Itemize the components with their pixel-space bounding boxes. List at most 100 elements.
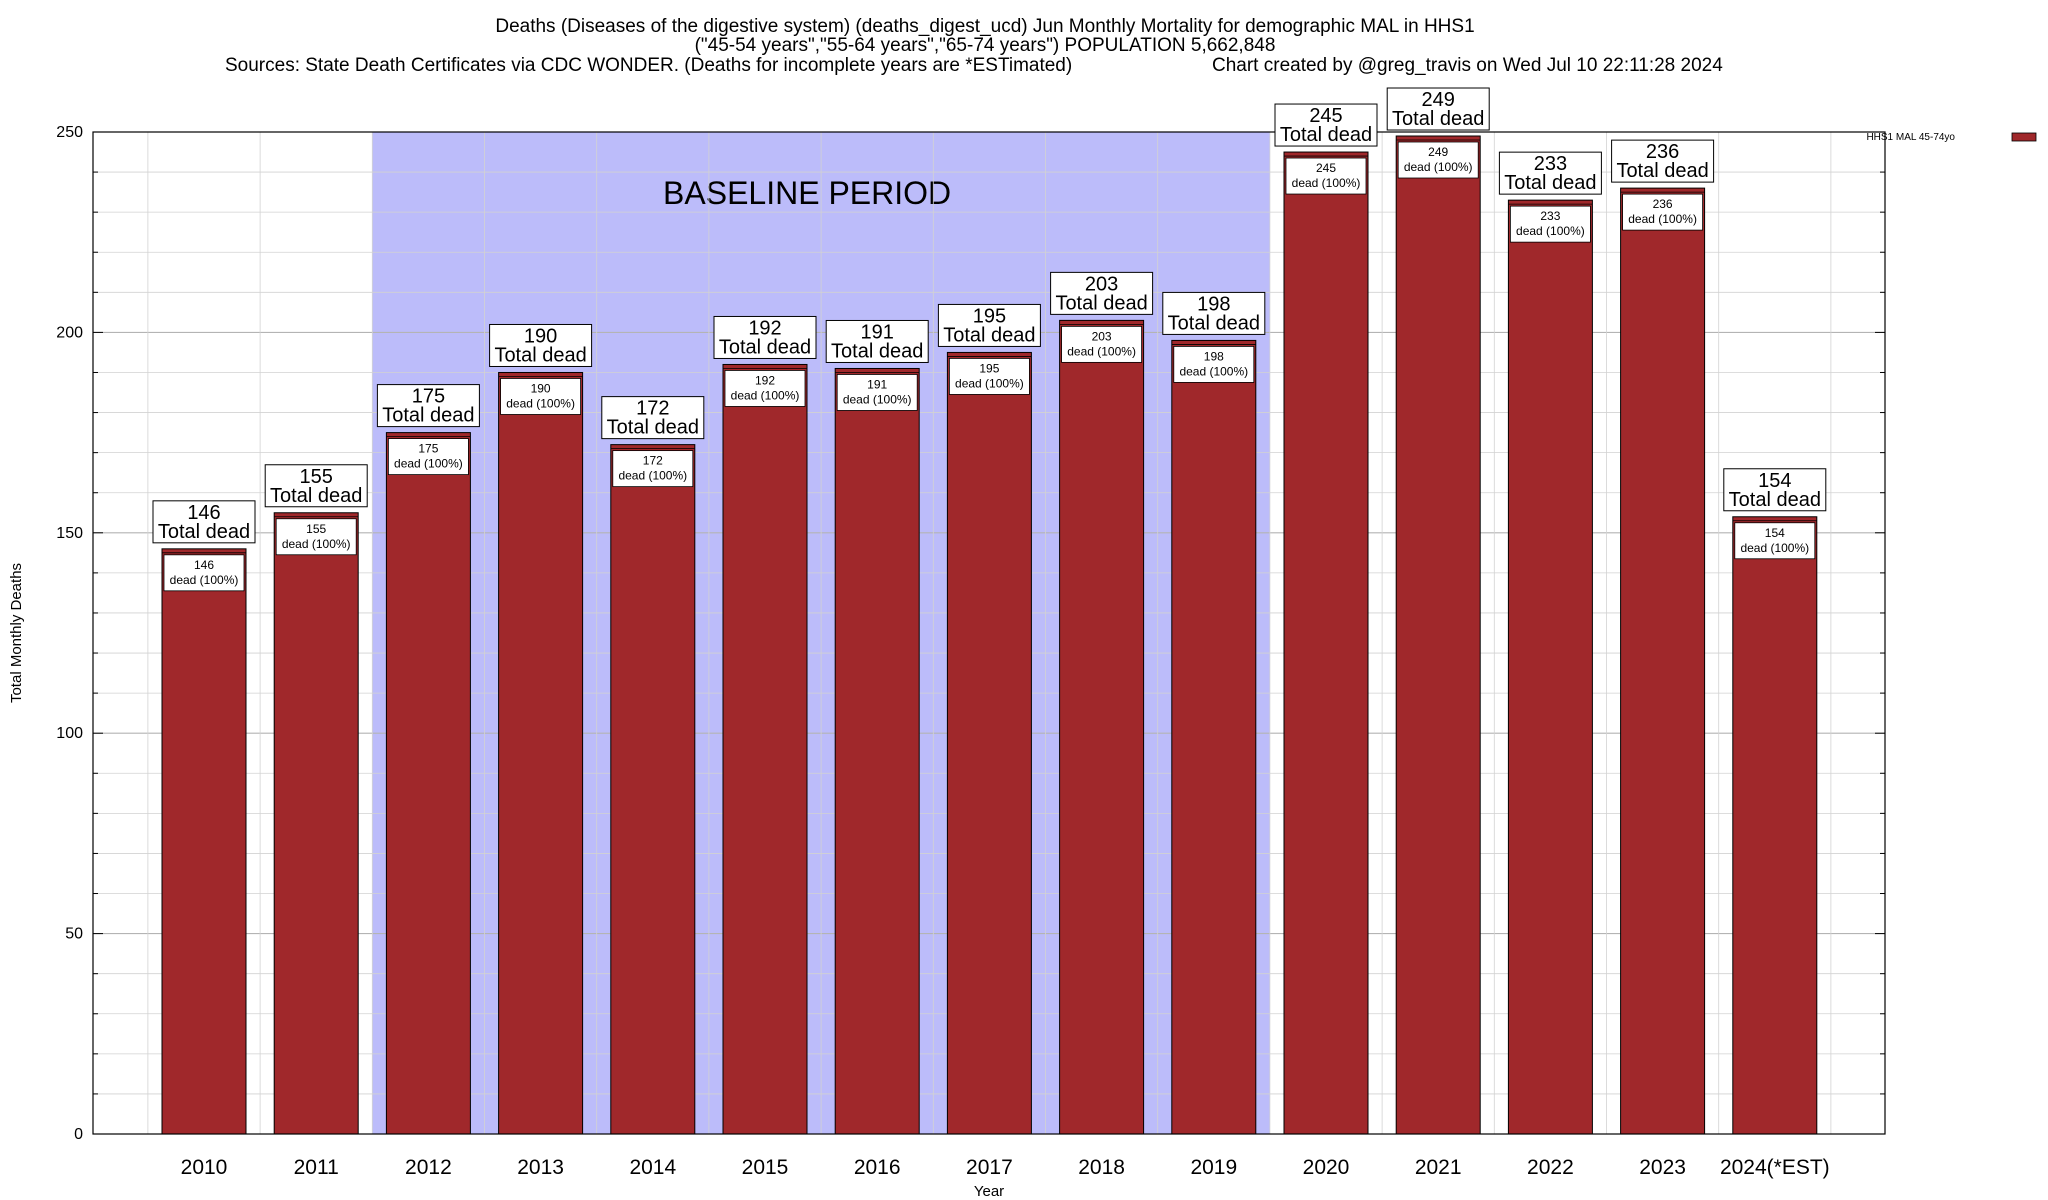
bar-inner-value: 191 xyxy=(867,377,887,391)
bar-top-value: 172 xyxy=(636,398,669,420)
bar-inner-percent: dead (100%) xyxy=(618,469,687,483)
x-tick-label: 2014 xyxy=(629,1156,676,1179)
bar-inner-label-box xyxy=(500,378,582,415)
bar xyxy=(1283,151,1369,1135)
bar-top-label-box xyxy=(376,384,480,428)
bar-top-total-dead: Total dead xyxy=(943,324,1035,346)
bar-top-total-dead: Total dead xyxy=(270,485,362,507)
bar xyxy=(1395,135,1481,1135)
bar-inner-percent: dead (100%) xyxy=(1404,160,1473,174)
x-tick-label: 2020 xyxy=(1303,1156,1350,1179)
bar-top-total-dead: Total dead xyxy=(1055,292,1147,314)
bar-top-value: 190 xyxy=(524,325,557,347)
bar-top-total-dead: Total dead xyxy=(719,336,811,358)
bar-top-total-dead: Total dead xyxy=(382,405,474,427)
bar-top-label-box xyxy=(152,500,256,544)
bar xyxy=(385,432,471,1135)
bar-inner-percent: dead (100%) xyxy=(1179,364,1248,378)
bar-top-label-box xyxy=(1050,271,1154,315)
chart-title: Deaths (Diseases of the digestive system… xyxy=(225,16,1723,76)
x-tick-label: 2018 xyxy=(1078,1156,1125,1179)
bar-top-total-dead: Total dead xyxy=(607,417,699,439)
bar-inner-percent: dead (100%) xyxy=(1292,176,1361,190)
bar-inner-percent: dead (100%) xyxy=(1067,344,1136,358)
bar-top-total-dead: Total dead xyxy=(1168,312,1260,334)
bar xyxy=(1059,319,1145,1135)
bar-top-label-box xyxy=(1611,139,1715,183)
bar-inner-label-box xyxy=(1061,325,1142,363)
x-tick-label: 2012 xyxy=(405,1156,452,1179)
bar-top-label-box xyxy=(489,323,593,367)
bars-layer xyxy=(161,135,1818,1135)
bar-top-label-box xyxy=(1274,103,1378,147)
bar xyxy=(1507,199,1593,1135)
legend-label: HHS1 MAL 45-74yo xyxy=(1866,132,1955,143)
plot-frame xyxy=(92,131,1886,1135)
bar-top-value: 203 xyxy=(1085,273,1118,295)
bar-top-total-dead: Total dead xyxy=(1280,124,1372,146)
x-tick-label: 2016 xyxy=(854,1156,901,1179)
bar xyxy=(946,351,1032,1135)
bar-top-total-dead: Total dead xyxy=(158,521,250,543)
x-tick-label: 2017 xyxy=(966,1156,1013,1179)
bar-inner-value: 203 xyxy=(1092,329,1112,343)
bar-top-total-dead: Total dead xyxy=(1616,160,1708,182)
bar-inner-percent: dead (100%) xyxy=(843,392,912,406)
bar-top-value: 155 xyxy=(300,466,333,488)
bar-top-label-box xyxy=(1386,87,1490,131)
bar-inner-label-box xyxy=(1173,346,1255,383)
bar-inner-label-box xyxy=(163,554,245,592)
bar-top-label-box xyxy=(1723,468,1827,512)
bar-inner-value: 154 xyxy=(1765,526,1785,540)
x-tick-label: 2023 xyxy=(1639,1156,1686,1179)
x-tick-label: 2019 xyxy=(1190,1156,1237,1179)
bar-inner-percent: dead (100%) xyxy=(731,388,800,402)
bar-top-total-dead: Total dead xyxy=(831,340,923,362)
y-tick-label: 200 xyxy=(56,324,83,341)
title-line-3-left: Sources: State Death Certificates via CD… xyxy=(225,55,1072,76)
x-tick-label: 2010 xyxy=(181,1156,228,1179)
bar-top-value: 198 xyxy=(1197,293,1230,315)
bar-inner-value: 195 xyxy=(979,361,999,375)
bar-top-value: 146 xyxy=(187,502,220,524)
bar-top-label-box xyxy=(937,303,1041,347)
bar-top-label-box xyxy=(825,319,929,363)
bar-top-label-box xyxy=(713,315,817,359)
bar-inner-percent: dead (100%) xyxy=(1628,212,1697,226)
bar xyxy=(610,444,696,1135)
bar-inner-percent: dead (100%) xyxy=(170,573,239,587)
bar-inner-label-box xyxy=(1285,157,1367,195)
bar-top-value: 233 xyxy=(1534,153,1567,175)
bar-inner-percent: dead (100%) xyxy=(1516,224,1585,238)
y-tick-label: 150 xyxy=(56,525,83,542)
bar-inner-value: 236 xyxy=(1653,197,1673,211)
x-tick-label: 2011 xyxy=(294,1156,339,1179)
x-tick-label: 2021 xyxy=(1415,1156,1462,1179)
bar-inner-percent: dead (100%) xyxy=(282,537,351,551)
bar-top-value: 236 xyxy=(1646,141,1679,163)
bar-top-total-dead: Total dead xyxy=(1392,108,1484,130)
bar-inner-label-box xyxy=(387,438,469,476)
bar-inner-value: 245 xyxy=(1316,161,1336,175)
x-tick-label: 2024(*EST) xyxy=(1720,1156,1830,1179)
axes-layer: 0 50 100 150 200 250 xyxy=(56,124,1885,1143)
bar-top-value: 245 xyxy=(1309,105,1342,127)
bar-inner-label-box xyxy=(275,518,357,556)
bar-top-value: 192 xyxy=(748,317,781,339)
bar xyxy=(273,512,359,1135)
y-tick-label: 50 xyxy=(65,926,83,943)
bar-inner-percent: dead (100%) xyxy=(506,396,575,410)
bar-top-value: 191 xyxy=(861,321,894,343)
bar-top-total-dead: Total dead xyxy=(1504,172,1596,194)
bar xyxy=(1620,187,1706,1135)
bar-inner-percent: dead (100%) xyxy=(394,457,463,471)
bar-inner-percent: dead (100%) xyxy=(955,376,1024,390)
x-axis-title: Year xyxy=(974,1183,1004,1200)
bar xyxy=(498,371,584,1135)
bar xyxy=(1732,516,1818,1135)
bar-inner-value: 172 xyxy=(643,454,663,468)
bar-inner-label-box xyxy=(1397,141,1479,179)
bar xyxy=(161,548,247,1135)
bar xyxy=(1171,339,1257,1135)
